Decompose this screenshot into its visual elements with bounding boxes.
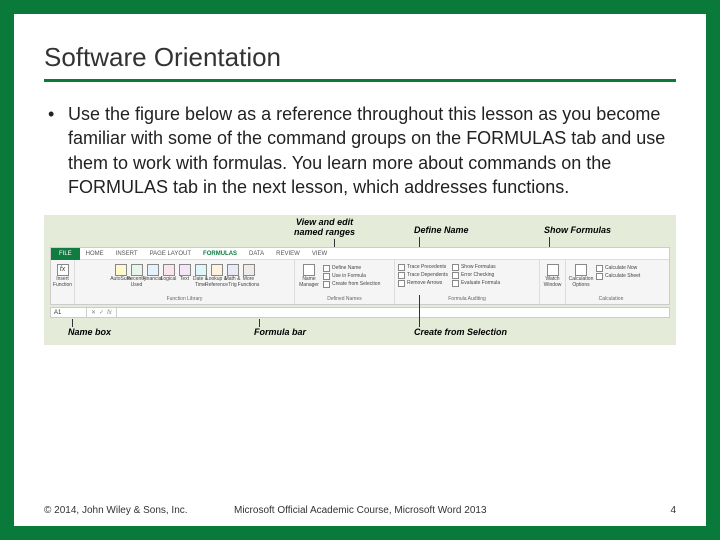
tab-view[interactable]: VIEW xyxy=(306,251,333,257)
callout-formula-bar: Formula bar xyxy=(254,327,306,337)
formula-bar-row: A1 ✕ ✓ fx xyxy=(50,307,670,318)
more-functions-button[interactable]: More Functions xyxy=(242,264,256,288)
bullet-text: Use the figure below as a reference thro… xyxy=(68,102,676,199)
formula-bar-buttons: ✕ ✓ fx xyxy=(87,308,117,317)
ribbon-tabs: FILE HOME INSERT PAGE LAYOUT FORMULAS DA… xyxy=(51,248,669,260)
show-formulas-button[interactable]: Show Formulas xyxy=(452,264,500,271)
trace-precedents-button[interactable]: Trace Precedents xyxy=(398,264,448,271)
evaluate-formula-button[interactable]: Evaluate Formula xyxy=(452,280,500,287)
callout-name-box: Name box xyxy=(68,327,111,337)
calculate-now-button[interactable]: Calculate Now xyxy=(596,265,640,272)
cancel-icon[interactable]: ✕ xyxy=(91,309,96,316)
slide-footer: © 2014, John Wiley & Sons, Inc. Microsof… xyxy=(44,505,676,516)
calculate-sheet-button[interactable]: Calculate Sheet xyxy=(596,273,640,280)
enter-icon[interactable]: ✓ xyxy=(99,309,104,316)
name-box[interactable]: A1 xyxy=(51,308,87,317)
group-formula-auditing: Trace Precedents Trace Dependents Remove… xyxy=(395,260,540,304)
watch-window-button[interactable]: Watch Window xyxy=(546,264,560,288)
footer-course: Microsoft Official Academic Course, Micr… xyxy=(234,505,487,516)
group-function-library: AutoSum Recently Used Financial Logical … xyxy=(75,260,295,304)
callout-create-selection: Create from Selection xyxy=(414,327,507,337)
create-from-selection-button[interactable]: Create from Selection xyxy=(323,281,380,288)
tab-data[interactable]: DATA xyxy=(243,251,270,257)
bullet-marker: • xyxy=(44,102,68,126)
tab-file[interactable]: FILE xyxy=(51,248,80,260)
calc-options-button[interactable]: Calculation Options xyxy=(569,264,593,295)
bullet-item: • Use the figure below as a reference th… xyxy=(44,102,676,199)
group-label: Calculation xyxy=(569,295,653,302)
trace-dependents-button[interactable]: Trace Dependents xyxy=(398,272,448,279)
excel-ribbon: FILE HOME INSERT PAGE LAYOUT FORMULAS DA… xyxy=(50,247,670,305)
autosum-button[interactable]: AutoSum xyxy=(114,264,128,283)
recently-used-button[interactable]: Recently Used xyxy=(130,264,144,288)
define-name-button[interactable]: Define Name xyxy=(323,265,380,272)
tab-formulas[interactable]: FORMULAS xyxy=(197,251,243,257)
financial-button[interactable]: Financial xyxy=(146,264,160,283)
logical-button[interactable]: Logical xyxy=(162,264,176,283)
group-label: Defined Names xyxy=(298,295,391,302)
group-watch-window: Watch Window xyxy=(540,260,566,304)
callout-line xyxy=(259,319,260,327)
callout-show-formulas: Show Formulas xyxy=(544,225,611,235)
tab-home[interactable]: HOME xyxy=(80,251,110,257)
tab-review[interactable]: REVIEW xyxy=(270,251,306,257)
library-icons: AutoSum Recently Used Financial Logical … xyxy=(78,262,291,295)
remove-arrows-button[interactable]: Remove Arrows xyxy=(398,280,448,287)
callout-define-name: Define Name xyxy=(414,225,469,235)
name-manager-button[interactable]: Name Manager xyxy=(298,264,320,295)
text-button[interactable]: Text xyxy=(178,264,192,283)
ribbon-figure: View and edit named ranges Define Name S… xyxy=(44,215,676,345)
footer-copyright: © 2014, John Wiley & Sons, Inc. xyxy=(44,505,188,516)
footer-page-number: 4 xyxy=(670,505,676,516)
callout-line xyxy=(72,319,73,327)
slide: Software Orientation • Use the figure be… xyxy=(0,0,720,540)
callout-view-edit: View and edit named ranges xyxy=(294,217,355,237)
tab-pagelayout[interactable]: PAGE LAYOUT xyxy=(144,251,197,257)
error-checking-button[interactable]: Error Checking xyxy=(452,272,500,279)
use-in-formula-button[interactable]: Use in Formula xyxy=(323,273,380,280)
group-insert-function: fx Insert Function xyxy=(51,260,75,304)
group-calculation: Calculation Options Calculate Now Calcul… xyxy=(566,260,656,304)
callout-line xyxy=(419,295,420,327)
fx-icon[interactable]: fx xyxy=(107,310,112,316)
fx-icon: fx xyxy=(57,264,69,276)
ribbon-body: fx Insert Function AutoSum Recently Used… xyxy=(51,260,669,304)
tab-insert[interactable]: INSERT xyxy=(110,251,144,257)
group-defined-names: Name Manager Define Name Use in Formula … xyxy=(295,260,395,304)
lookup-button[interactable]: Lookup & Reference xyxy=(210,264,224,288)
insert-function-button[interactable]: fx Insert Function xyxy=(56,264,70,288)
group-label: Function Library xyxy=(78,295,291,302)
slide-title: Software Orientation xyxy=(44,42,676,82)
